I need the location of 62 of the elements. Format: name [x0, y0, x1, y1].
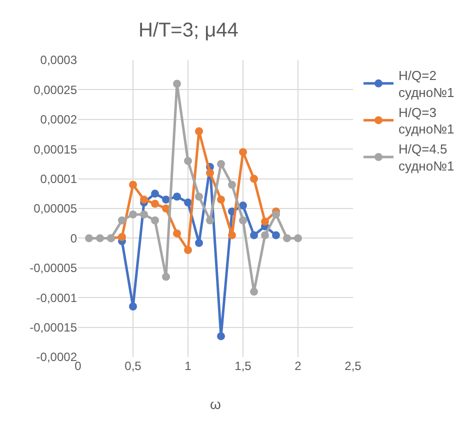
point — [217, 332, 225, 340]
y-tick-label: 0 — [70, 231, 78, 246]
y-tick-label: -0,00015 — [30, 320, 78, 334]
y-tick-label: 0,00025 — [34, 82, 78, 97]
y-tick-label: 0,00015 — [34, 142, 78, 156]
point — [217, 160, 225, 168]
point — [96, 234, 104, 242]
point — [118, 216, 126, 224]
point — [173, 192, 181, 201]
point — [206, 168, 214, 177]
point — [272, 231, 280, 240]
point — [261, 231, 269, 240]
point — [162, 272, 170, 281]
point — [250, 288, 258, 296]
point — [261, 218, 269, 226]
point — [151, 216, 159, 224]
point — [184, 198, 192, 207]
point — [228, 231, 236, 240]
point — [250, 231, 258, 240]
y-tick-label: -0,00005 — [30, 261, 78, 276]
x-axis-title: ω — [210, 396, 222, 412]
point — [228, 180, 236, 189]
point — [195, 127, 203, 136]
y-tick-label: 0,0003 — [40, 53, 78, 68]
point — [206, 216, 214, 224]
y-tick-label: -0,0001 — [36, 290, 78, 305]
y-tick-label: 0,0002 — [40, 112, 78, 127]
point — [250, 174, 258, 183]
point — [85, 234, 93, 242]
point — [118, 233, 126, 242]
point — [162, 196, 170, 204]
y-tick-label: 0,0001 — [40, 172, 78, 186]
point — [151, 200, 159, 208]
point — [173, 80, 181, 88]
legend-label: H/Q=2 судно№1 — [398, 68, 454, 100]
point — [129, 180, 137, 189]
point — [239, 216, 247, 224]
point — [184, 246, 192, 254]
legend-label: H/Q=4.5 судно№1 — [398, 142, 454, 174]
point — [217, 196, 225, 204]
point — [129, 210, 137, 218]
point — [195, 238, 203, 247]
point — [140, 210, 148, 218]
point — [195, 192, 203, 201]
x-tick-label: 1 — [184, 359, 192, 373]
legend-label: H/Q=3 судно№1 — [398, 104, 454, 137]
point — [283, 234, 291, 242]
x-tick-label: 1,5 — [234, 359, 252, 373]
point — [129, 302, 137, 311]
x-tick-label: 2 — [294, 359, 302, 373]
point — [184, 156, 192, 165]
point — [294, 234, 302, 242]
point — [239, 148, 247, 156]
point — [239, 202, 247, 210]
point — [151, 190, 159, 198]
x-tick-label: 2,5 — [344, 359, 362, 373]
point — [272, 210, 280, 218]
point — [173, 229, 181, 238]
x-tick-label: 0,5 — [124, 359, 142, 373]
y-tick-label: 0,00005 — [34, 202, 78, 216]
point — [140, 196, 148, 204]
chart-title: H/T=3; μ44 — [138, 19, 238, 42]
